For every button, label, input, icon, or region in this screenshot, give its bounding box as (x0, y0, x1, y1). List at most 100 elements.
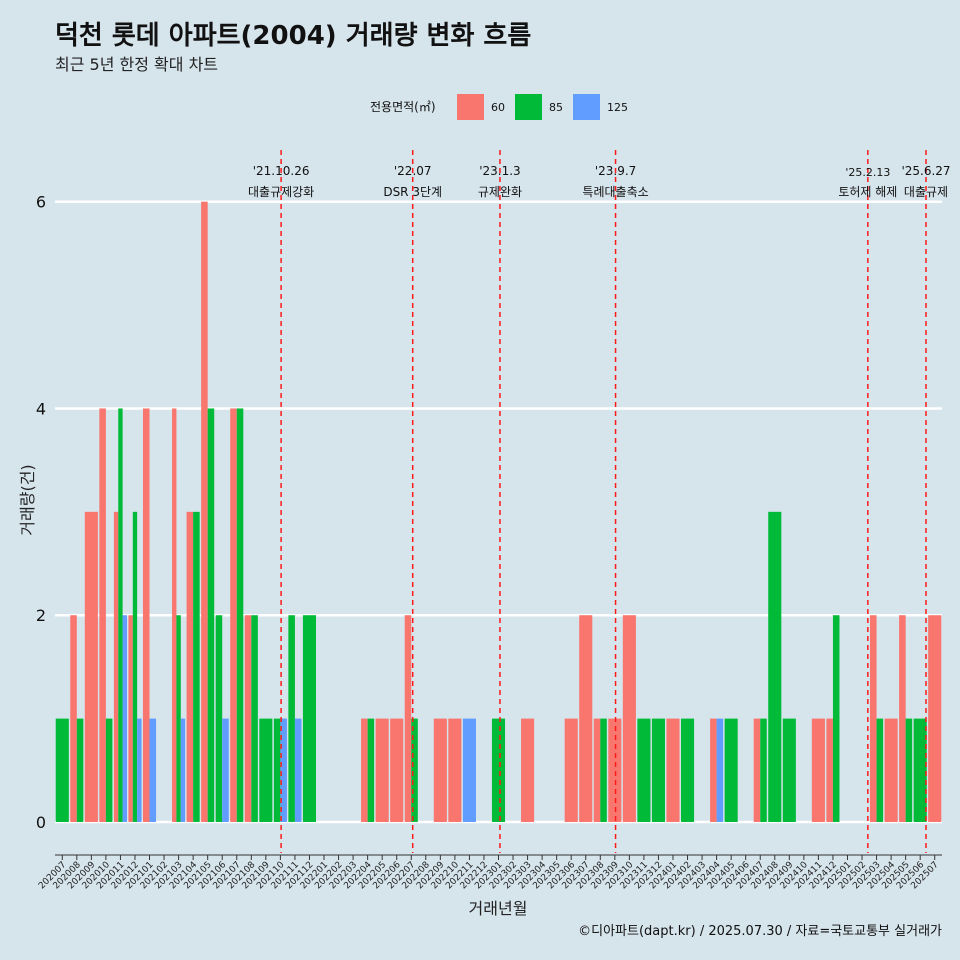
chart-title: 덕천 롯데 아파트(2004) 거래량 변화 흐름 (55, 21, 531, 51)
bar-60-202503 (870, 615, 877, 822)
legend-swatch-85 (515, 94, 542, 120)
bar-85-202011 (118, 408, 123, 822)
bar-85-202402 (680, 718, 695, 822)
event-label: 대출규제 (904, 185, 948, 199)
bar-125-202110 (280, 718, 287, 822)
x-axis-title: 거래년월 (469, 899, 528, 918)
bar-85-202103 (176, 615, 181, 822)
bar-125-202101 (149, 718, 157, 822)
event-date: '23.9.7 (595, 164, 636, 178)
bar-125-202103 (180, 718, 186, 822)
bar-60-202407 (753, 718, 761, 822)
event-label: 특례대출축소 (582, 185, 648, 199)
event-label: 규제완화 (478, 185, 522, 199)
bar-85-202409 (782, 718, 796, 822)
bar-60-202206 (390, 718, 404, 822)
y-axis-title: 거래량(건) (18, 464, 37, 535)
event-label: 토허제 해제 (838, 185, 897, 199)
event-date: '25.2.13 (845, 166, 890, 179)
bar-60-202011 (113, 511, 119, 822)
bar-60-202107 (230, 408, 237, 822)
bar-85-202104 (193, 511, 200, 822)
bars (55, 201, 942, 822)
bar-85-202207 (411, 718, 418, 822)
event-date: '23.1.3 (479, 164, 520, 178)
y-tick-label: 6 (36, 193, 46, 212)
legend: 전용면적(㎡) 60 85 125 (370, 94, 628, 120)
bar-85-202301 (491, 718, 506, 822)
bar-85-202405 (724, 718, 738, 822)
bar-60-202505 (899, 615, 906, 822)
event-date: '21.10.26 (253, 164, 310, 178)
bar-60-202204 (361, 718, 368, 822)
bar-125-202012 (137, 718, 142, 822)
bar-60-202105 (201, 201, 208, 822)
bar-60-202411 (811, 718, 825, 822)
bar-85-202506 (913, 718, 927, 822)
legend-label-60: 60 (491, 101, 505, 114)
bar-125-202211 (462, 718, 476, 822)
x-axis: 2020072020082020092020102020112020122021… (37, 854, 942, 891)
bar-125-202011 (122, 615, 127, 822)
bar-60-202309 (608, 718, 622, 822)
bar-85-202112 (302, 615, 317, 822)
legend-title: 전용면적(㎡) (370, 100, 436, 114)
bar-60-202008 (70, 615, 77, 822)
event-date: '22.07 (394, 164, 432, 178)
bar-85-202408 (768, 511, 782, 822)
bar-60-202210 (448, 718, 462, 822)
bar-60-202306 (564, 718, 578, 822)
bar-85-202204 (367, 718, 375, 822)
bar-60-202504 (884, 718, 898, 822)
bar-60-202307 (579, 615, 593, 822)
bar-85-202105 (207, 408, 215, 822)
bar-60-202401 (666, 718, 680, 822)
legend-swatch-125 (573, 94, 600, 120)
bar-60-202507 (928, 615, 942, 822)
bar-60-202303 (521, 718, 535, 822)
legend-swatch-60 (457, 94, 484, 120)
event-label: 대출규제강화 (248, 185, 314, 199)
event-date: '25.6.27 (901, 164, 950, 178)
bar-60-202101 (142, 408, 150, 822)
bar-60-202009 (84, 511, 98, 822)
bar-60-202103 (172, 408, 177, 822)
bar-60-202012 (128, 615, 133, 822)
bar-85-202008 (76, 718, 84, 822)
chart-subtitle: 최근 5년 한정 확대 차트 (55, 55, 218, 74)
bar-60-202205 (375, 718, 389, 822)
bar-60-202412 (826, 718, 833, 822)
bar-85-202308 (600, 718, 607, 822)
bar-85-202010 (105, 718, 113, 822)
bar-125-202106 (222, 718, 229, 822)
bar-60-202310 (622, 615, 636, 822)
bar-85-202311 (637, 718, 651, 822)
bar-85-202110 (273, 718, 281, 822)
bar-85-202108 (251, 615, 258, 822)
bar-85-202111 (288, 615, 295, 822)
bar-60-202010 (99, 408, 106, 822)
bar-60-202207 (404, 615, 412, 822)
event-markers: '21.10.26 대출규제강화 '22.07 DSR 3단계 '23.1.3 규제완화 '… (248, 150, 951, 853)
bar-125-202111 (294, 718, 302, 822)
y-tick-label: 2 (36, 606, 46, 625)
bar-85-202107 (236, 408, 244, 822)
y-tick-label: 4 (36, 399, 46, 418)
legend-label-85: 85 (549, 101, 563, 114)
y-tick-label: 0 (36, 813, 46, 832)
bar-125-202404 (716, 718, 724, 822)
bar-85-202412 (832, 615, 840, 822)
bar-85-202312 (651, 718, 665, 822)
event-label: DSR 3단계 (383, 185, 442, 199)
bar-60-202308 (593, 718, 601, 822)
bar-60-202404 (710, 718, 717, 822)
legend-label-125: 125 (607, 101, 628, 114)
bar-60-202108 (244, 615, 252, 822)
bar-85-202503 (876, 718, 884, 822)
bar-85-202505 (905, 718, 913, 822)
bar-85-202109 (259, 718, 273, 822)
bar-85-202007 (55, 718, 69, 822)
bar-85-202407 (760, 718, 767, 822)
